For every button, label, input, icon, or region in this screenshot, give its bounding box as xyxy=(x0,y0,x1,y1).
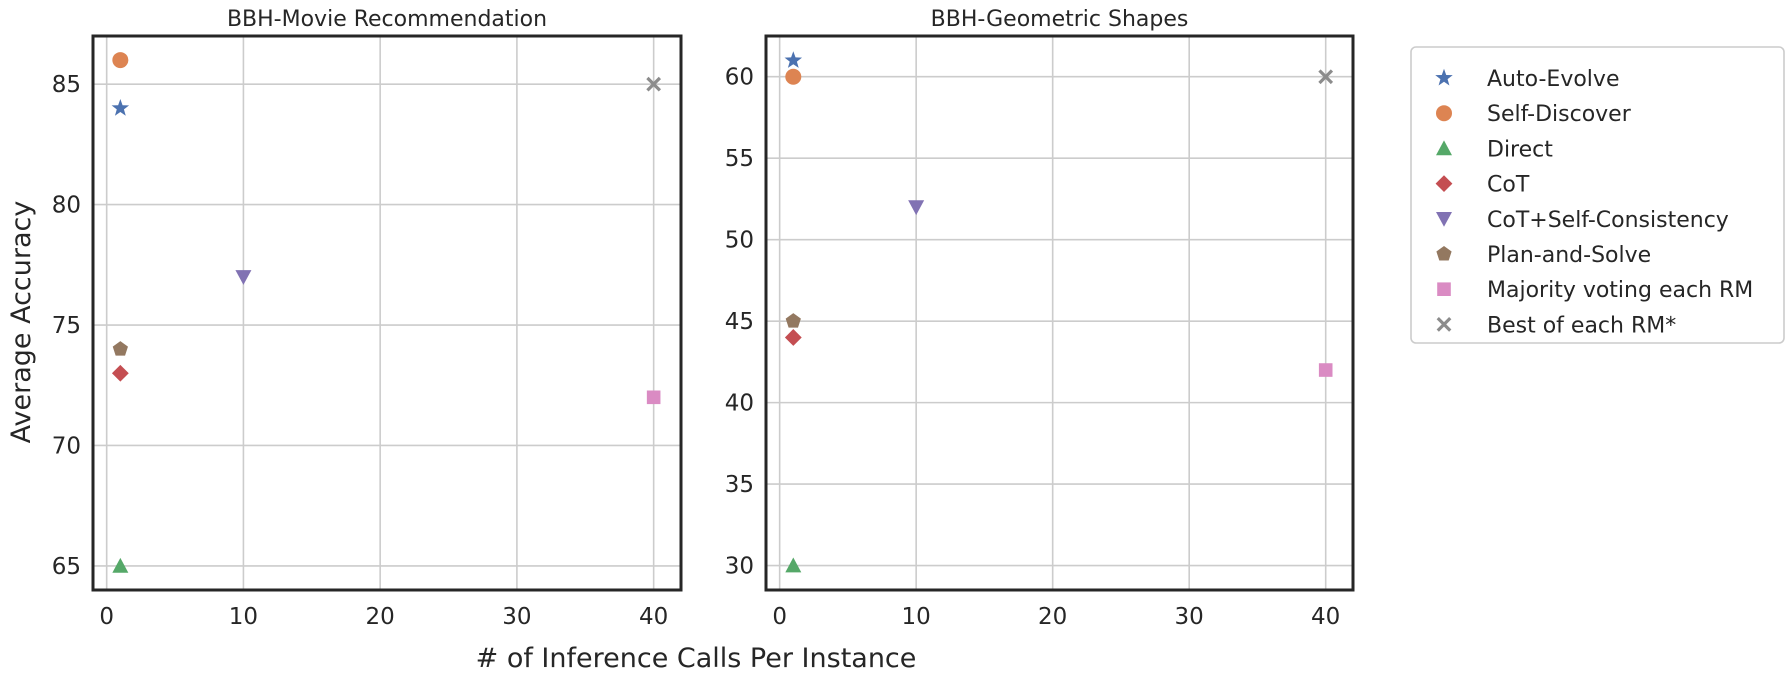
legend-label-cot: CoT xyxy=(1487,173,1530,198)
y-tick-label: 50 xyxy=(725,228,754,254)
legend-label-self-discover: Self-Discover xyxy=(1487,102,1632,127)
point-direct xyxy=(112,557,129,573)
legend-label-auto-evolve: Auto-Evolve xyxy=(1487,67,1619,92)
x-tick-label: 10 xyxy=(902,604,931,630)
x-tick-label: 40 xyxy=(1311,604,1340,630)
plot-frame xyxy=(91,34,683,592)
legend-marker-self-discover xyxy=(1436,105,1452,122)
legend-marker-auto-evolve xyxy=(1435,68,1453,86)
y-tick-label: 35 xyxy=(725,472,754,498)
point-cot-self-consistency xyxy=(235,270,252,285)
point-plan-and-solve xyxy=(785,313,801,328)
legend-label-cot-self-consistency: CoT+Self-Consistency xyxy=(1487,208,1729,233)
panel-geometric-shapes: 0 10 20 30 40 30 35 40 45 50 55 60 BBH-Geometric Sha… xyxy=(725,7,1355,630)
point-best-of-each-rm xyxy=(646,76,662,92)
x-tick-label: 20 xyxy=(1038,604,1067,630)
x-tick-label: 30 xyxy=(1175,604,1204,630)
y-tick-label: 80 xyxy=(52,193,81,219)
panel-title: BBH-Geometric Shapes xyxy=(931,7,1189,32)
point-majority-voting-each-rm xyxy=(646,390,661,405)
point-self-discover xyxy=(112,52,129,69)
legend-marker-direct xyxy=(1436,140,1452,156)
x-tick-label: 10 xyxy=(229,604,258,630)
y-axis-label: Average Accuracy xyxy=(6,201,37,444)
x-tick-label: 0 xyxy=(99,604,114,630)
legend-label-majority-voting-each-rm: Majority voting each RM xyxy=(1487,278,1753,303)
x-axis-label: # of Inference Calls Per Instance xyxy=(476,643,917,674)
y-tick-label: 70 xyxy=(52,433,81,459)
legend-label-best-of-each-rm: Best of each RM* xyxy=(1487,313,1676,338)
legend-label-direct: Direct xyxy=(1487,137,1553,162)
y-tick-label: 75 xyxy=(52,313,81,339)
x-tick-label: 0 xyxy=(772,604,787,630)
legend-label-plan-and-solve: Plan-and-Solve xyxy=(1487,243,1651,268)
y-tick-label: 45 xyxy=(725,309,754,335)
point-cot xyxy=(111,364,129,382)
point-cot-self-consistency xyxy=(908,200,925,216)
panel-movie-recommendation: 0 10 20 30 40 65 70 75 80 85 BBH-Movie Recommendat… xyxy=(52,7,683,630)
legend-marker-majority-voting-each-rm xyxy=(1437,282,1451,296)
legend-marker-cot-self-consistency xyxy=(1436,212,1452,227)
legend: Auto-Evolve Self-Discover Direct CoT CoT+Sel… xyxy=(1410,46,1785,344)
y-tick-label: 40 xyxy=(725,391,754,417)
point-auto-evolve xyxy=(784,51,803,68)
x-tick-label: 20 xyxy=(366,604,395,630)
y-tick-label: 55 xyxy=(725,146,754,172)
point-cot xyxy=(784,329,802,346)
plot-frame xyxy=(764,34,1355,592)
point-best-of-each-rm xyxy=(1318,69,1334,85)
point-auto-evolve xyxy=(111,99,130,116)
y-tick-label: 60 xyxy=(725,65,754,91)
point-self-discover xyxy=(785,68,802,85)
point-plan-and-solve xyxy=(112,341,128,356)
panel-title: BBH-Movie Recommendation xyxy=(227,7,547,32)
point-majority-voting-each-rm xyxy=(1318,363,1333,377)
x-tick-label: 30 xyxy=(502,604,531,630)
y-tick-label: 65 xyxy=(52,554,81,580)
legend-marker-best-of-each-rm xyxy=(1436,317,1452,332)
point-direct xyxy=(785,557,802,573)
x-tick-label: 40 xyxy=(639,604,668,630)
y-tick-label: 30 xyxy=(725,554,754,580)
legend-marker-cot xyxy=(1435,175,1453,192)
legend-marker-plan-and-solve xyxy=(1436,246,1452,261)
legend-box xyxy=(1410,46,1785,344)
y-tick-label: 85 xyxy=(52,72,81,98)
